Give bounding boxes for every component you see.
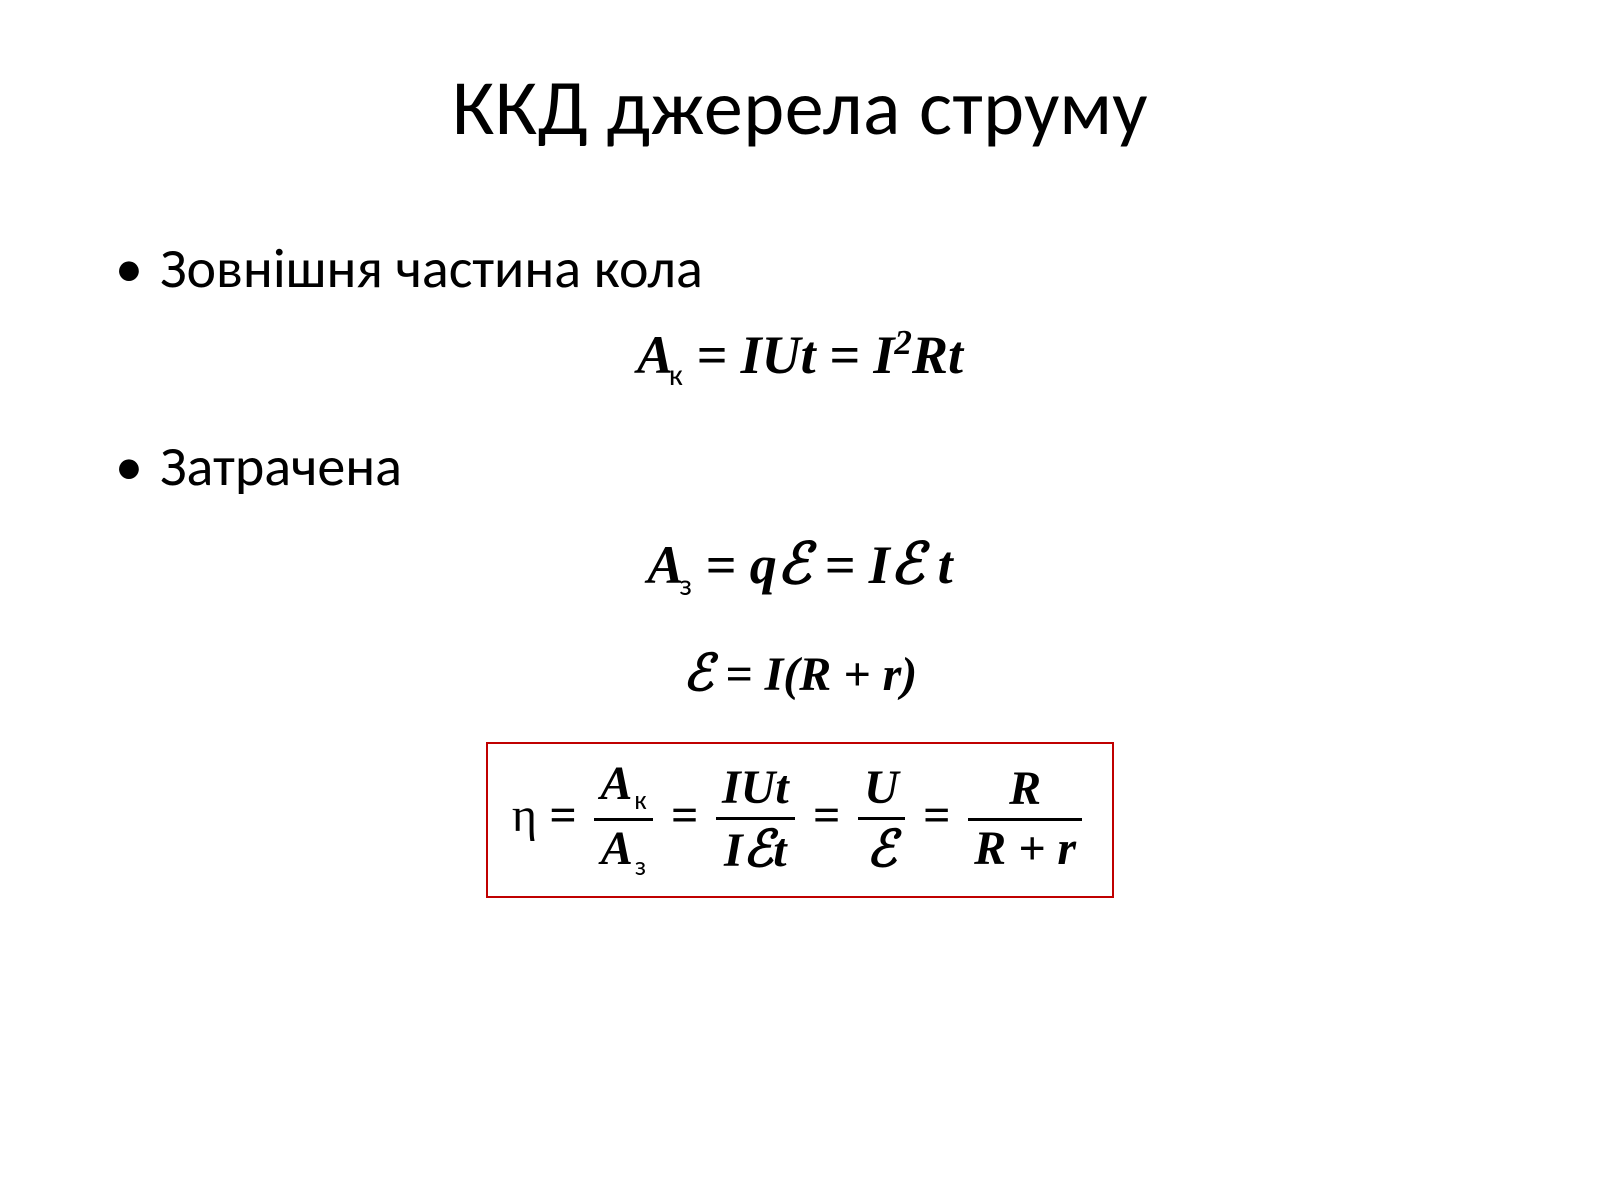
formula-row-4: η = Aк Aз = IUt Iℰt = U ℰ = xyxy=(100,742,1500,898)
fraction-1: Aк Aз xyxy=(594,758,652,882)
bullet-list-2: Затрачена xyxy=(100,433,1500,501)
formula-external-work: Aк = IUt = I2Rt xyxy=(637,323,963,393)
formula-row-1: Aк = IUt = I2Rt xyxy=(100,323,1500,393)
formula-efficiency: η = Aк Aз = IUt Iℰt = U ℰ = xyxy=(512,758,1088,882)
boxed-formula: η = Aк Aз = IUt Iℰt = U ℰ = xyxy=(486,742,1114,898)
fraction-3: U ℰ xyxy=(858,762,905,878)
formula-row-2: Aз = qℰ = Iℰ t xyxy=(100,531,1500,603)
bullet-text: Зовнішня частина кола xyxy=(160,235,703,303)
bullet-item: Зовнішня частина кола xyxy=(100,235,1500,303)
formula-row-3: ℰ = I(R + r) xyxy=(100,643,1500,702)
formula-expended-work: Aз = qℰ = Iℰ t xyxy=(647,531,952,603)
bullet-text: Затрачена xyxy=(160,433,402,501)
bullet-item: Затрачена xyxy=(100,433,1500,501)
bullet-list: Зовнішня частина кола xyxy=(100,235,1500,303)
formula-emf: ℰ = I(R + r) xyxy=(683,643,918,702)
slide: ККД джерела струму Зовнішня частина кола… xyxy=(0,0,1600,1200)
fraction-2: IUt Iℰt xyxy=(716,762,795,878)
fraction-4: R R + r xyxy=(968,763,1082,876)
slide-title: ККД джерела струму xyxy=(100,60,1500,155)
